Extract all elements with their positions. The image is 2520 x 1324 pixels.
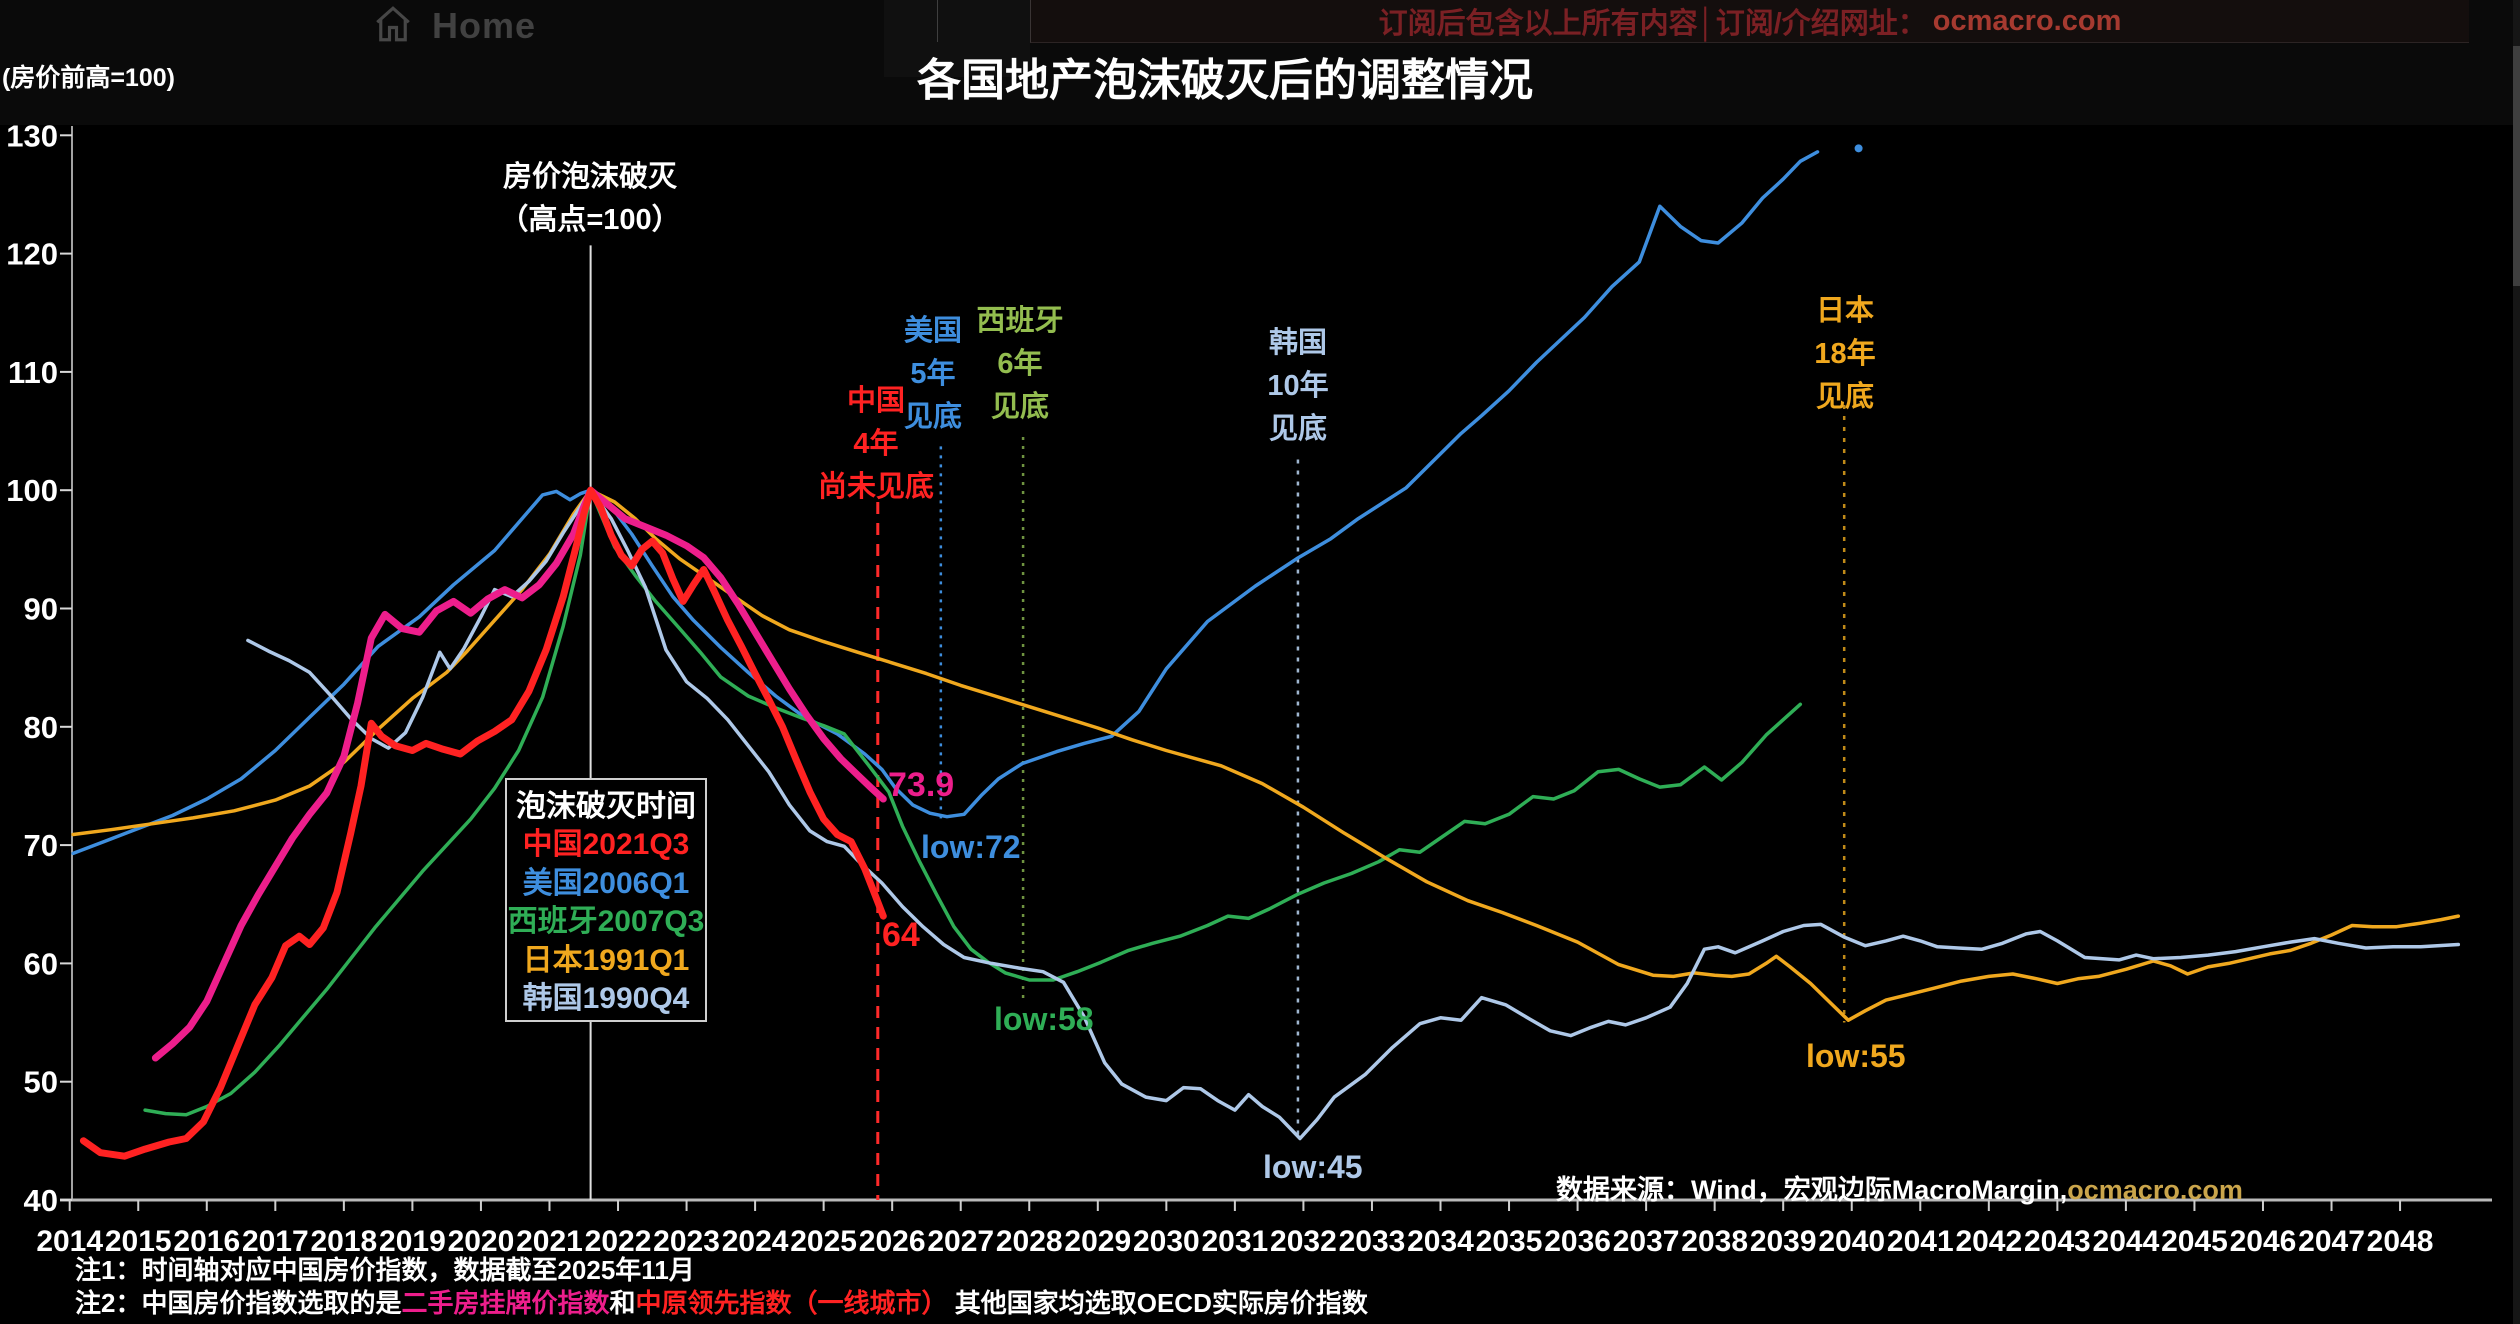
x-tick-label: 2037 <box>1613 1225 1680 1258</box>
footnote-2: 注2：中国房价指数选取的是二手房挂牌价指数和中原领先指数（一线城市） 其他国家均… <box>75 1283 1368 1320</box>
series-line-日本 <box>71 488 2461 1022</box>
x-tick-label: 2020 <box>448 1225 515 1258</box>
value-label-low:72: low:72 <box>921 829 1021 865</box>
pane-divider <box>937 0 938 42</box>
home-button[interactable]: Home <box>372 2 536 50</box>
x-tick-label: 2018 <box>310 1225 377 1258</box>
x-tick-label: 2045 <box>2161 1225 2228 1258</box>
x-tick-label: 2044 <box>2093 1225 2160 1258</box>
scrollbar-thumb[interactable] <box>2513 46 2520 286</box>
value-label-73.9: 73.9 <box>888 766 955 804</box>
y-tick-label: 110 <box>8 355 58 390</box>
x-tick-label: 2022 <box>585 1225 652 1258</box>
series-line-中国二手房挂牌价 <box>151 486 887 1062</box>
data-source: 数据来源：Wind，宏观边际MacroMargin,ocmacro.com <box>1556 1168 2243 1207</box>
x-tick-label: 2017 <box>242 1225 309 1258</box>
y-tick-label: 70 <box>24 828 58 863</box>
series-line-中国 <box>79 486 887 1160</box>
legend-item-us: 美国2006Q1 <box>522 866 690 900</box>
home-label: Home <box>432 5 537 46</box>
y-tick-label: 50 <box>24 1065 58 1100</box>
y-tick-label: 80 <box>24 710 58 745</box>
x-tick-label: 2033 <box>1339 1225 1406 1258</box>
peak-annotation: 房价泡沫破灭 （高点=100） <box>499 161 681 236</box>
legend-title: 泡沫破灭时间 <box>516 790 696 823</box>
x-tick-label: 2032 <box>1270 1225 1337 1258</box>
subscribe-text: 订阅后包含以上所有内容│订阅/介绍网址： <box>1378 8 1927 40</box>
x-tick-label: 2034 <box>1407 1225 1474 1258</box>
value-label-64: 64 <box>882 916 920 954</box>
x-tick-label: 2016 <box>173 1225 240 1258</box>
legend-item-korea: 韩国1990Q4 <box>522 982 690 1015</box>
x-tick-label: 2023 <box>653 1225 720 1258</box>
annotation-japan: 日本 18年 见底 <box>1814 295 1876 413</box>
x-tick-label: 2048 <box>2367 1225 2434 1258</box>
x-tick-label: 2026 <box>859 1225 926 1258</box>
data-source-text: 数据来源：Wind，宏观边际MacroMargin, <box>1556 1175 2068 1205</box>
y-tick-label: 120 <box>6 237 58 272</box>
home-icon <box>372 3 414 50</box>
x-tick-label: 2038 <box>1681 1225 1748 1258</box>
data-source-url-link[interactable]: ocmacro.com <box>2067 1175 2243 1205</box>
y-tick-label: 130 <box>6 118 58 153</box>
legend-item-japan: 日本1991Q1 <box>522 943 690 977</box>
x-tick-label: 2046 <box>2230 1225 2297 1258</box>
subscribe-banner: 订阅后包含以上所有内容│订阅/介绍网址： ocmacro.com <box>1030 0 2469 43</box>
x-tick-label: 2041 <box>1887 1225 1954 1258</box>
browser-tab-block <box>884 0 1030 77</box>
footnote-1: 注1：时间轴对应中国房价指数，数据截至2025年11月 <box>75 1255 695 1285</box>
x-tick-label: 2040 <box>1818 1225 1885 1258</box>
annotation-spain: 西班牙 6年 见底 <box>976 305 1064 423</box>
legend-item-spain: 西班牙2007Q3 <box>507 905 705 938</box>
y-tick-label: 100 <box>6 473 58 508</box>
footnote-2-centaline-index: 中原领先指数（一线城市） <box>635 1288 948 1318</box>
x-tick-label: 2039 <box>1750 1225 1817 1258</box>
footnote-2-prefix: 注2：中国房价指数选取的是 <box>75 1288 402 1318</box>
x-tick-label: 2029 <box>1064 1225 1131 1258</box>
footnote-2-suffix: 其他国家均选取OECD实际房价指数 <box>947 1288 1368 1318</box>
footnote-2-mid: 和 <box>609 1288 636 1318</box>
value-label-low:45: low:45 <box>1263 1149 1363 1185</box>
x-tick-label: 2027 <box>927 1225 994 1258</box>
y-tick-label: 90 <box>24 592 58 627</box>
y-tick-label: 60 <box>24 946 58 981</box>
x-tick-label: 2047 <box>2298 1225 2365 1258</box>
chart-title: 各国地产泡沫破灭后的调整情况 <box>917 56 1533 105</box>
annotation-us: 美国 5年 见底 <box>903 315 963 433</box>
x-tick-label: 2030 <box>1133 1225 1200 1258</box>
x-tick-label: 2028 <box>996 1225 1063 1258</box>
x-tick-label: 2019 <box>379 1225 446 1258</box>
series-line-美国 <box>71 150 1820 856</box>
legend: 泡沫破灭时间 中国2021Q3 美国2006Q1 西班牙2007Q3 日本199… <box>505 778 707 1022</box>
x-tick-label: 2043 <box>2024 1225 2091 1258</box>
series-line-韩国 <box>246 488 2461 1141</box>
y-axis-unit-note: (房价前高=100) <box>2 64 175 92</box>
value-label-low:58: low:58 <box>994 1001 1094 1037</box>
x-tick-label: 2036 <box>1544 1225 1611 1258</box>
x-tick-label: 2021 <box>516 1225 583 1258</box>
x-tick-label: 2042 <box>1955 1225 2022 1258</box>
x-tick-label: 2015 <box>105 1225 172 1258</box>
value-label-low:55: low:55 <box>1806 1038 1906 1074</box>
scrollbar[interactable] <box>2513 0 2520 1324</box>
x-tick-label: 2024 <box>722 1225 789 1258</box>
series-line-西班牙 <box>143 488 1803 1117</box>
x-tick-label: 2031 <box>1202 1225 1269 1258</box>
series-end-dot-us <box>1854 144 1863 153</box>
legend-item-china: 中国2021Q3 <box>522 828 690 861</box>
x-tick-label: 2025 <box>790 1225 857 1258</box>
footnote-2-listing-index: 二手房挂牌价指数 <box>401 1288 610 1318</box>
annotation-china: 中国 4年 尚未见底 <box>817 385 935 503</box>
subscribe-url-link[interactable]: ocmacro.com <box>1932 4 2122 37</box>
x-tick-label: 2014 <box>36 1225 103 1258</box>
x-tick-label: 2035 <box>1476 1225 1543 1258</box>
annotation-korea: 韩国 10年 见底 <box>1267 327 1329 445</box>
y-tick-label: 40 <box>24 1183 58 1218</box>
